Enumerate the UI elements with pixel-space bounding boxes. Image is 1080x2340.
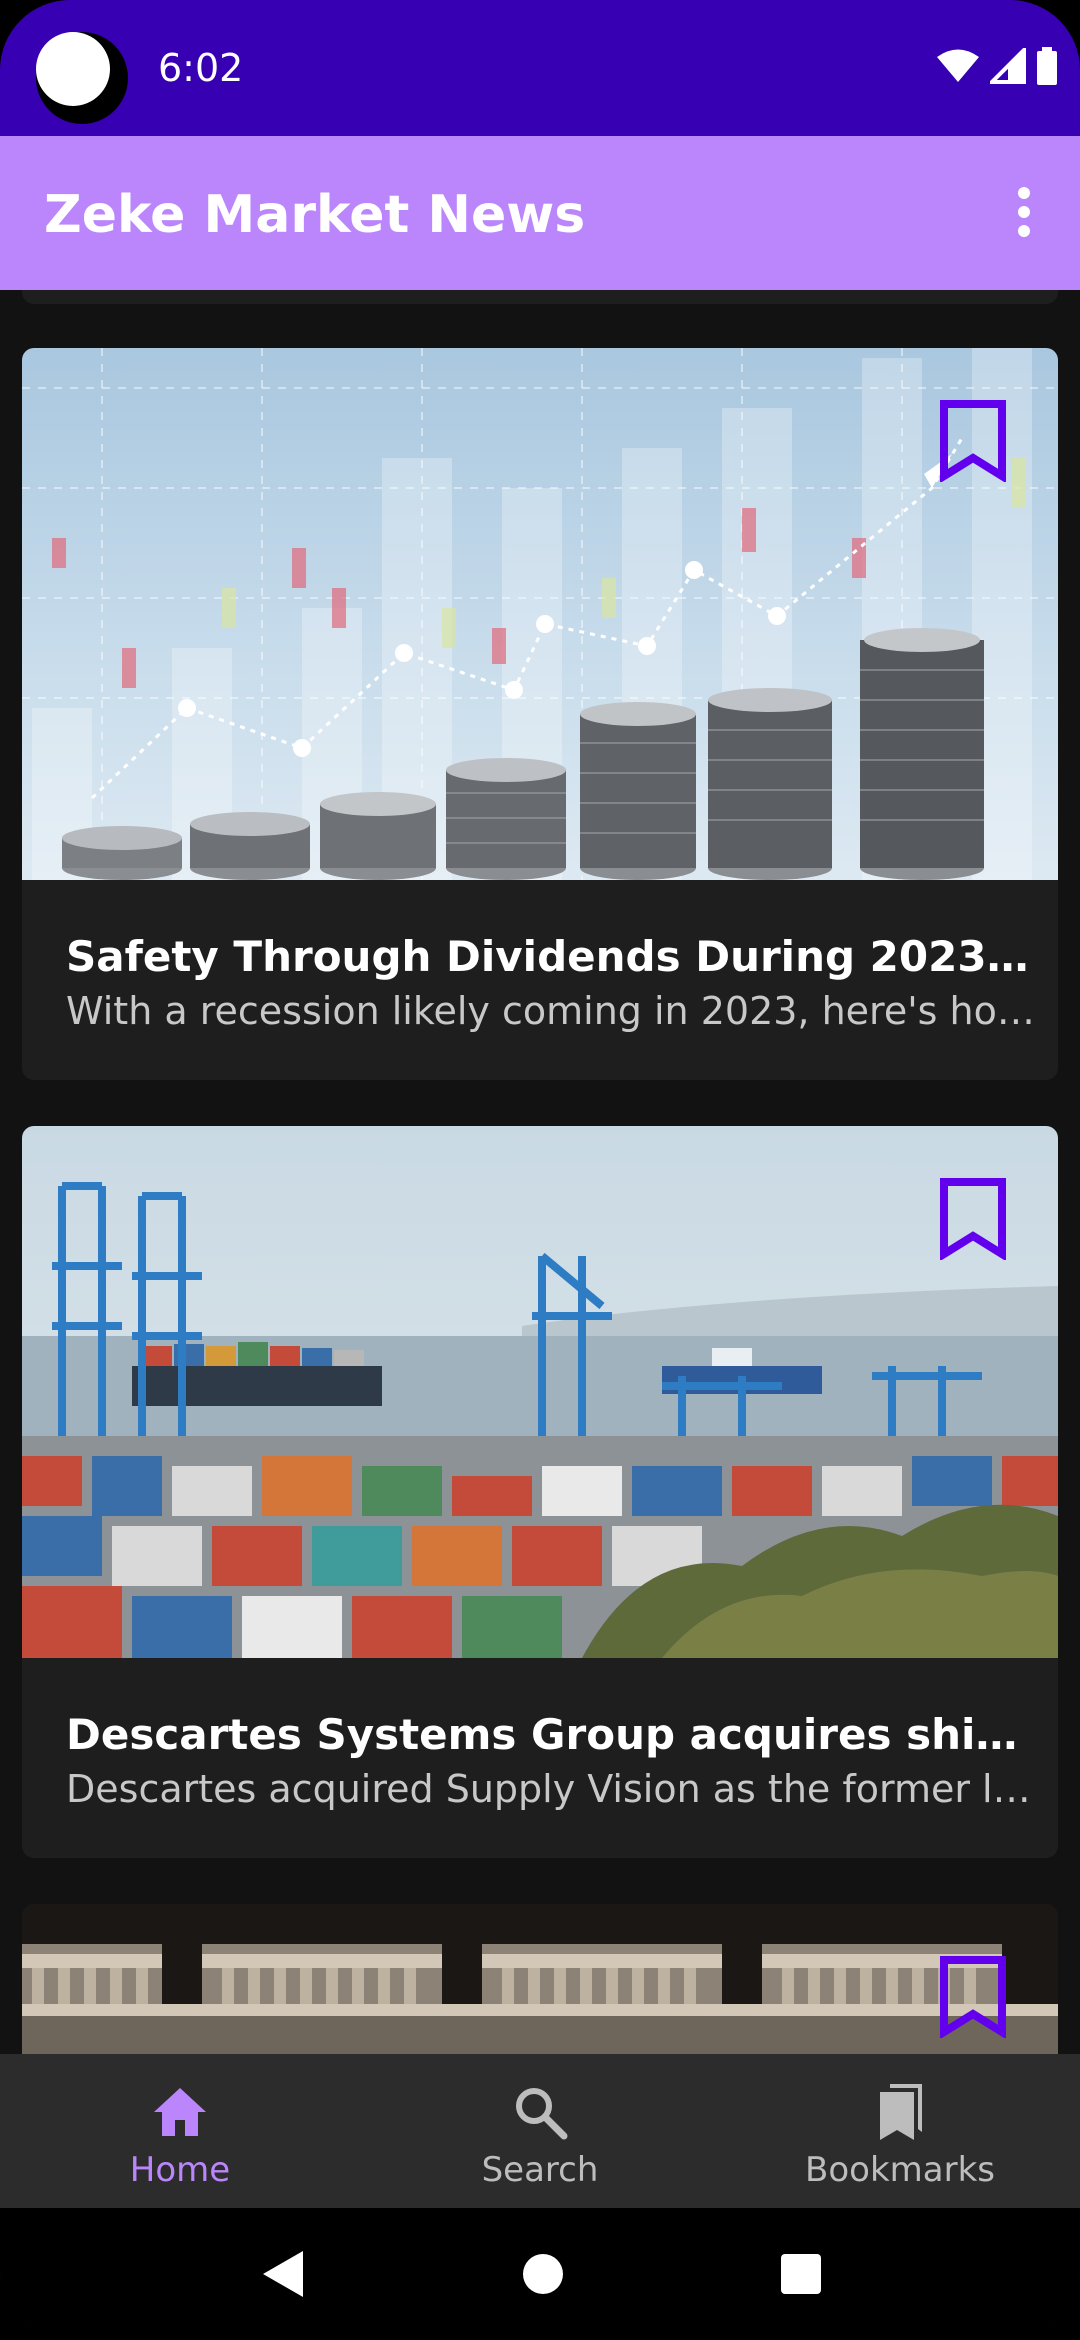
nav-label-home: Home bbox=[129, 2150, 231, 2190]
nav-item-bookmarks[interactable]: Bookmarks bbox=[720, 2054, 1080, 2208]
system-navigation-bar bbox=[0, 2208, 1080, 2340]
bookmark-outline-icon bbox=[940, 1956, 1006, 2040]
article-title: Descartes Systems Group acquires shipmen… bbox=[66, 1710, 1036, 1759]
nav-item-search[interactable]: Search bbox=[360, 2054, 720, 2208]
article-image-shipping-port bbox=[22, 1126, 1058, 1658]
app-title: Zeke Market News bbox=[44, 185, 586, 245]
app-bar: Zeke Market News bbox=[0, 136, 1080, 290]
bottom-navigation: Home Search Bookmarks bbox=[0, 2054, 1080, 2208]
recents-icon[interactable] bbox=[781, 2254, 822, 2294]
status-bar: 6:02 bbox=[0, 0, 1080, 136]
search-icon bbox=[516, 2088, 568, 2140]
article-card[interactable]: Safety Through Dividends During 2023 Mar… bbox=[22, 348, 1058, 1080]
news-feed[interactable]: Safety Through Dividends During 2023 Mar… bbox=[0, 290, 1080, 2054]
home-icon bbox=[154, 2088, 206, 2136]
status-time: 6:02 bbox=[158, 46, 244, 90]
bookmark-button[interactable] bbox=[938, 1176, 1008, 1262]
more-vert-icon bbox=[1018, 187, 1030, 237]
article-image-coins-chart bbox=[22, 348, 1058, 880]
article-card[interactable]: Descartes Systems Group acquires shipmen… bbox=[22, 1126, 1058, 1858]
nav-item-home[interactable]: Home bbox=[0, 2054, 360, 2208]
article-card[interactable] bbox=[22, 1904, 1058, 2054]
cellular-signal-icon bbox=[990, 48, 1026, 84]
bookmarks-icon bbox=[880, 2084, 922, 2140]
bookmark-button[interactable] bbox=[938, 1954, 1008, 2040]
nav-label-search: Search bbox=[481, 2150, 599, 2190]
bookmark-outline-icon bbox=[940, 400, 1006, 484]
wifi-icon bbox=[937, 49, 979, 82]
nav-label-bookmarks: Bookmarks bbox=[805, 2150, 995, 2190]
article-description: With a recession likely coming in 2023, … bbox=[66, 989, 1036, 1033]
bookmark-outline-icon bbox=[940, 1178, 1006, 1262]
article-description: Descartes acquired Supply Vision as the … bbox=[66, 1767, 1036, 1811]
back-icon[interactable] bbox=[259, 2249, 305, 2299]
article-title: Safety Through Dividends During 2023 Mar… bbox=[66, 932, 1036, 981]
overflow-menu-button[interactable] bbox=[982, 170, 1066, 254]
article-image-building-balcony bbox=[22, 1904, 1058, 2054]
camera-cutout bbox=[36, 32, 128, 124]
home-circle-icon[interactable] bbox=[522, 2253, 564, 2295]
battery-icon bbox=[1037, 47, 1057, 85]
bookmark-button[interactable] bbox=[938, 398, 1008, 484]
status-icons bbox=[936, 46, 1058, 86]
previous-card-edge bbox=[22, 290, 1058, 304]
